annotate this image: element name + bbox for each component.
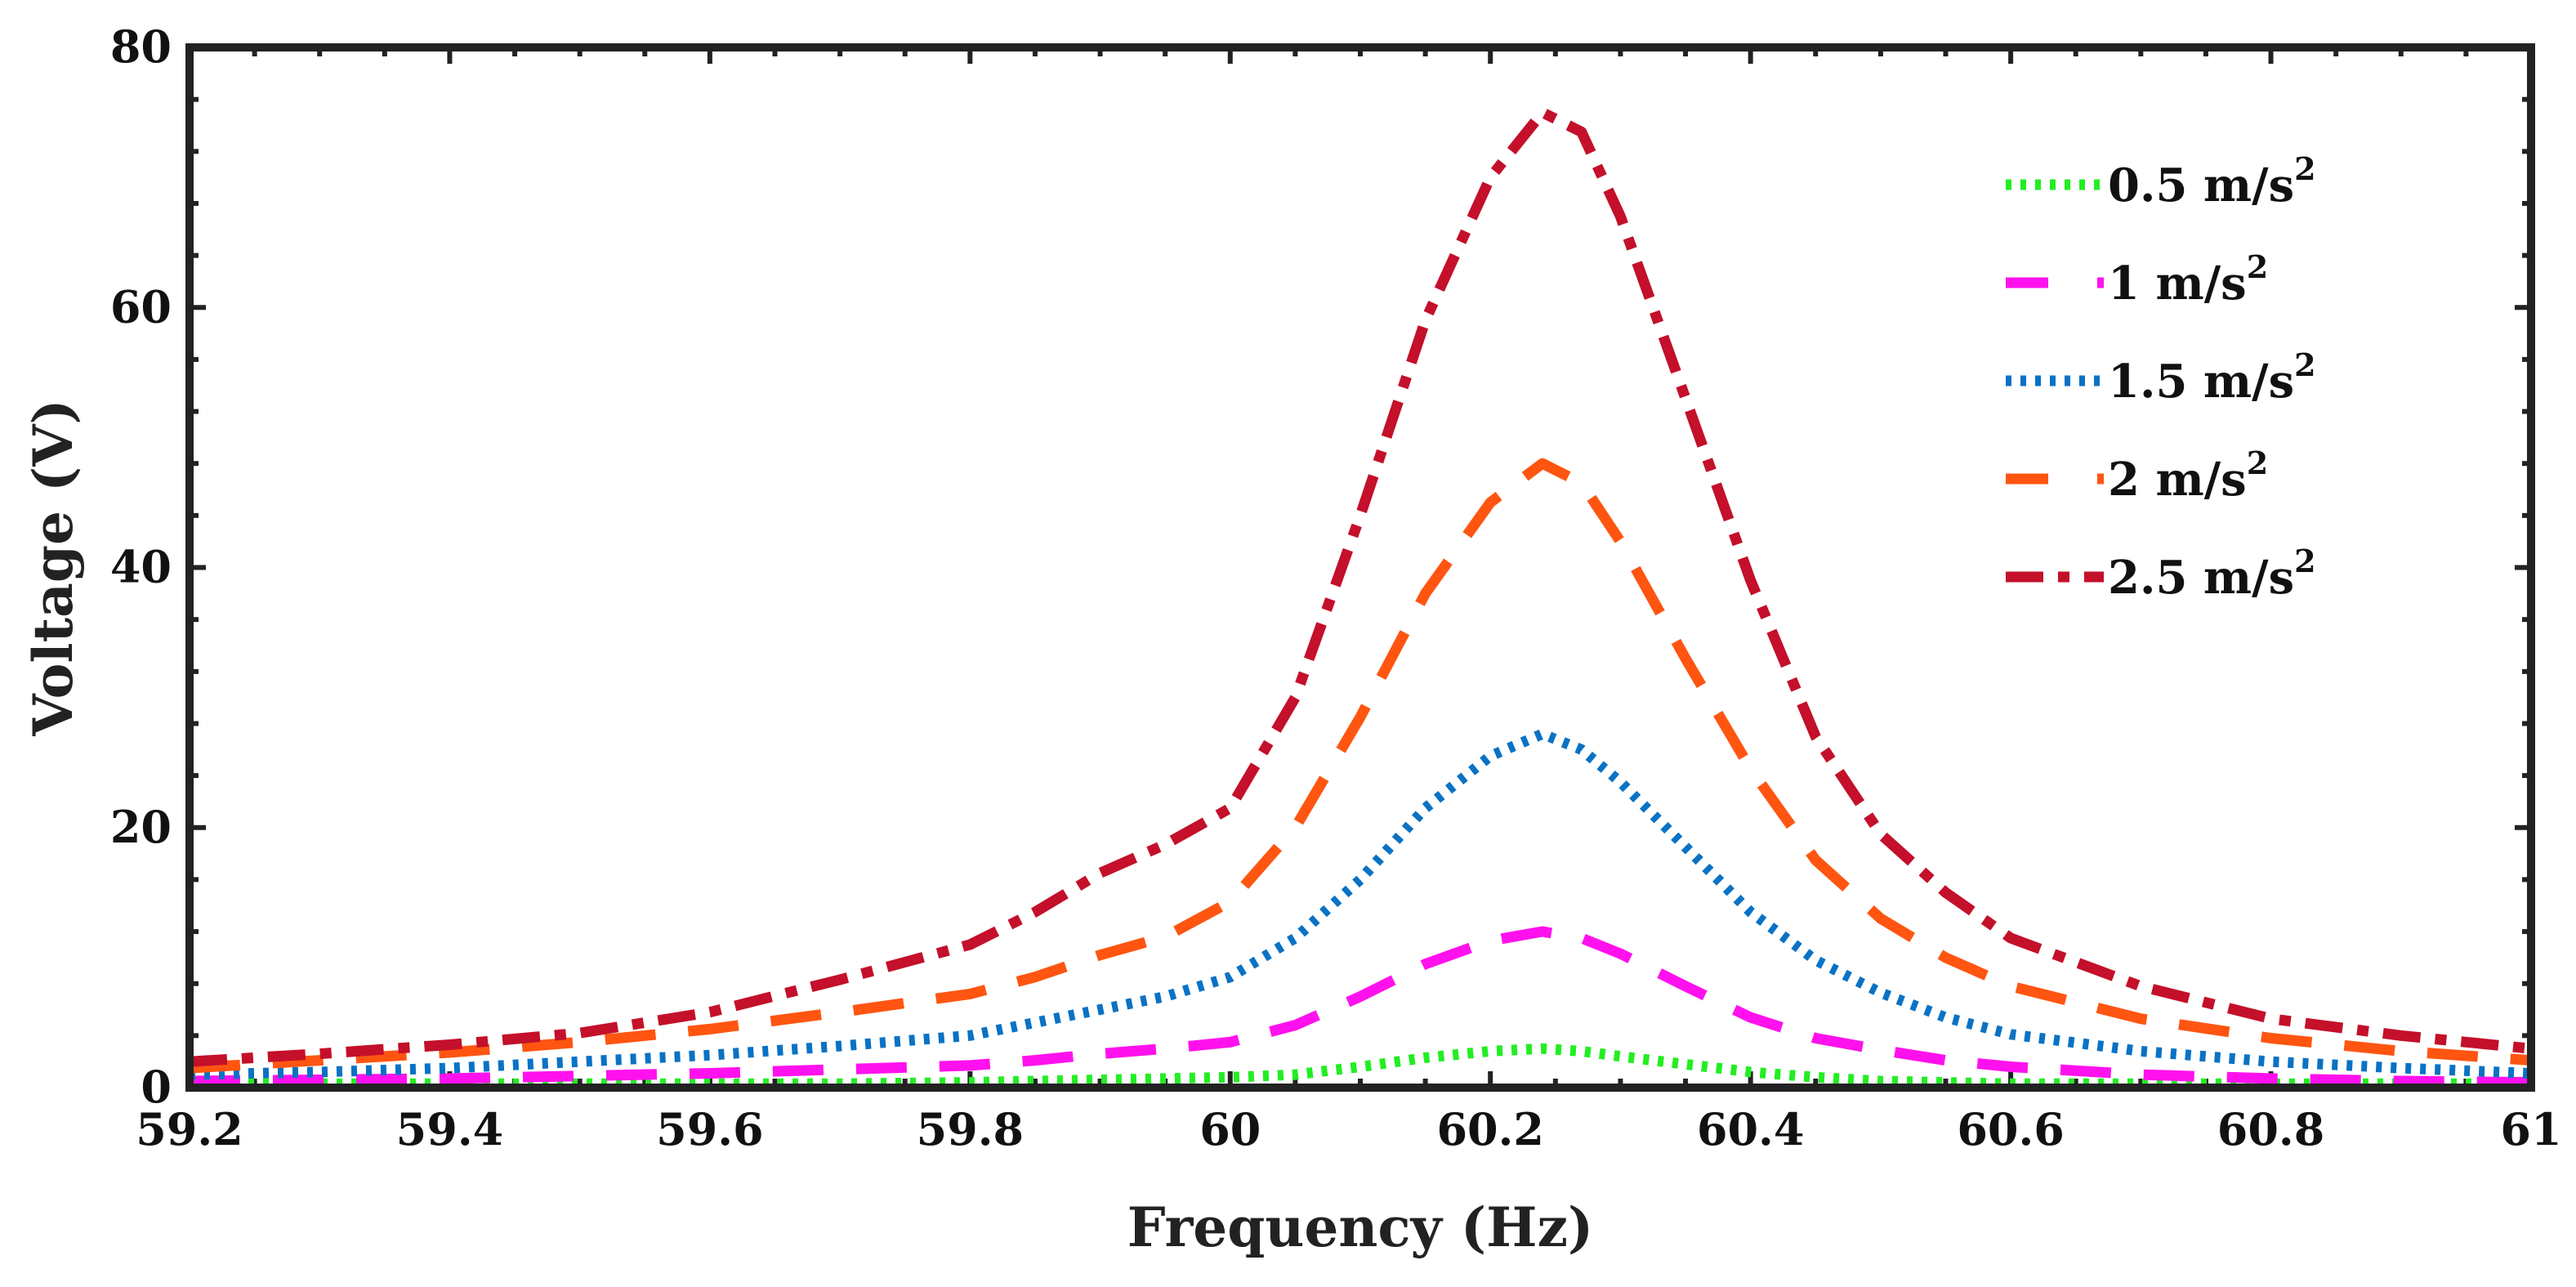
x-tick-label: 60.6 <box>1957 1103 2065 1155</box>
plot-frame <box>185 43 2535 1092</box>
x-tick-label: 59.6 <box>656 1103 764 1155</box>
y-tick-label: 20 <box>110 801 172 853</box>
y-tick-label: 60 <box>110 280 172 333</box>
data-series <box>190 107 2531 1088</box>
x-tick-label: 60.8 <box>2217 1103 2325 1155</box>
series-line-4 <box>190 458 2531 1074</box>
x-tick-label: 59.8 <box>917 1103 1025 1155</box>
legend-label-2: 1 m/s2 <box>2108 248 2268 311</box>
y-tick-label: 80 <box>110 20 172 73</box>
legend-label-4: 2 m/s2 <box>2108 445 2268 507</box>
x-tick-label: 59.4 <box>396 1103 504 1155</box>
legend-label-3: 1.5 m/s2 <box>2108 346 2316 409</box>
tick-labels: 59.2 59.4 59.6 59.8 60 60.2 60.4 60.6 60.8 61 0 20 4… <box>110 20 2562 1155</box>
x-tick-label: 59.2 <box>136 1103 243 1155</box>
x-tick-label: 60 <box>1199 1103 1261 1155</box>
series-line-1 <box>190 1043 2531 1088</box>
legend-label-5: 2.5 m/s2 <box>2108 543 2316 605</box>
legend: 0.5 m/s2 1 m/s2 1.5 m/s2 2 m/s2 2.5 m/s2 <box>2006 150 2316 605</box>
x-tick-label: 61 <box>2500 1103 2561 1155</box>
legend-label-1: 0.5 m/s2 <box>2108 150 2316 212</box>
y-tick-label: 0 <box>141 1061 172 1113</box>
x-tick-label: 60.4 <box>1697 1103 1805 1155</box>
x-axis-title: Frequency (Hz) <box>1127 1195 1593 1259</box>
x-tick-label: 60.2 <box>1436 1103 1544 1155</box>
series-line-2 <box>190 926 2531 1088</box>
y-tick-label: 40 <box>110 541 172 593</box>
y-axis-title: Voltage (V) <box>21 399 85 736</box>
